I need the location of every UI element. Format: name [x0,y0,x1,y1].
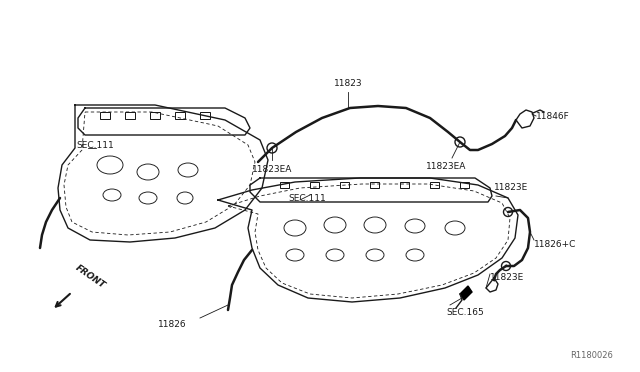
Text: SEC.165: SEC.165 [446,308,484,317]
Bar [431,182,440,188]
Bar [125,112,135,119]
Text: 11823EA: 11823EA [426,162,466,171]
Bar [340,182,349,188]
Text: 11823EA: 11823EA [252,165,292,174]
Bar [401,182,410,188]
Text: 11826+C: 11826+C [534,240,577,248]
Bar [200,112,210,119]
Text: R1180026: R1180026 [570,351,613,360]
Text: 11823: 11823 [333,79,362,88]
Bar [100,112,110,119]
Bar [371,182,380,188]
Text: 11823E: 11823E [494,183,528,192]
Polygon shape [460,286,472,300]
Bar [150,112,160,119]
Bar [175,112,185,119]
Text: 11846F: 11846F [536,112,570,121]
Text: FRONT: FRONT [74,263,108,290]
Text: SEC.111: SEC.111 [288,193,326,202]
Bar [461,182,470,188]
Bar [310,182,319,188]
Text: 11823E: 11823E [490,273,524,282]
Bar [280,182,289,188]
Text: SEC.111: SEC.111 [76,141,114,150]
Text: 11826: 11826 [157,320,186,329]
